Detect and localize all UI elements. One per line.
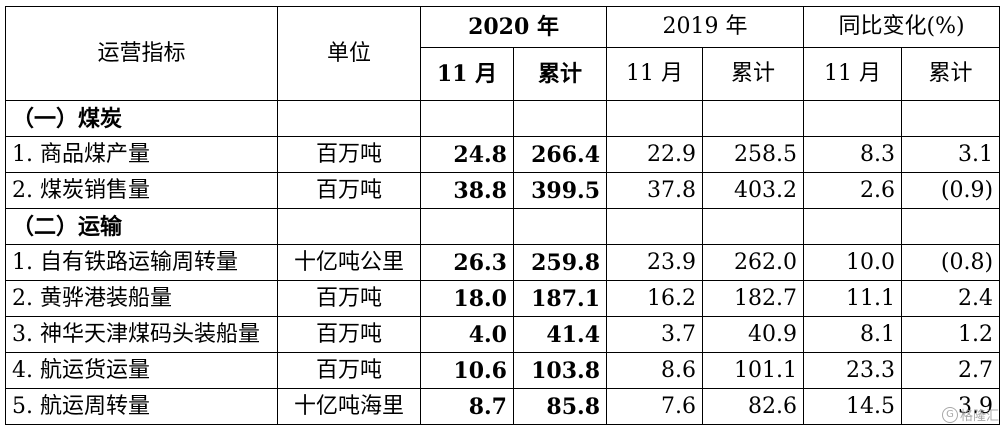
value-2019-nov: 7.6 [606,388,704,425]
value-2019-cum: 258.5 [702,136,805,173]
value-2020-nov: 10.6 [420,352,514,389]
value-2019-nov: 3.7 [606,316,704,353]
header-year-2020: 2020 年 [419,6,608,48]
section-title-coal: （一）煤炭 [5,100,278,137]
value-2019-nov: 8.6 [606,352,704,389]
header-2019-nov: 11 月 [606,47,704,101]
metric-name: 5. 航运周转量 [5,388,278,425]
header-yoy-nov: 11 月 [803,47,903,101]
value-yoy-cum: 3.1 [901,136,1001,173]
watermark-text: 格隆汇 [959,409,999,424]
watermark: G 格隆汇 [941,405,999,424]
value-yoy-cum: 2.7 [901,352,1001,389]
value-2019-cum: 182.7 [702,280,805,317]
value-yoy-cum: 2.4 [901,280,1001,317]
section-row-transport: （二）运输 [5,208,1001,245]
table-row: 3. 神华天津煤码头装船量 百万吨 4.0 41.4 3.7 40.9 8.1 … [5,316,1001,353]
table-row: 4. 航运货运量 百万吨 10.6 103.8 8.6 101.1 23.3 2… [5,352,1001,389]
unit-cell: 十亿吨海里 [277,388,421,425]
metric-name: 1. 自有铁路运输周转量 [5,244,278,281]
header-row-2: 11 月 累计 11 月 累计 11 月 累计 [6,47,1001,101]
value-yoy-nov: 8.3 [803,136,903,173]
value-yoy-nov: 10.0 [803,244,903,281]
metric-name: 2. 煤炭销售量 [5,172,278,209]
value-yoy-nov: 2.6 [803,172,903,209]
metric-name: 1. 商品煤产量 [5,136,278,173]
value-2019-nov: 22.9 [606,136,704,173]
header-yoy-cum: 累计 [901,47,1001,101]
value-2020-nov: 8.7 [420,388,514,425]
value-2020-nov: 26.3 [420,244,514,281]
value-2020-cum: 259.8 [512,244,608,281]
unit-cell: 百万吨 [277,280,421,317]
metric-name: 4. 航运货运量 [5,352,278,389]
value-2019-nov: 16.2 [606,280,704,317]
unit-cell: 十亿吨公里 [277,244,421,281]
value-2020-cum: 41.4 [512,316,608,353]
table-row: 1. 自有铁路运输周转量 十亿吨公里 26.3 259.8 23.9 262.0… [5,244,1001,281]
value-yoy-nov: 8.1 [803,316,903,353]
value-yoy-nov: 23.3 [803,352,903,389]
value-2020-cum: 85.8 [512,388,608,425]
value-yoy-cum: (0.9) [901,172,1001,209]
metric-name: 3. 神华天津煤码头装船量 [5,316,278,353]
value-2020-nov: 24.8 [420,136,514,173]
unit-cell: 百万吨 [277,316,421,353]
section-title-transport: （二）运输 [5,208,278,245]
value-2020-cum: 187.1 [512,280,608,317]
metric-name: 2. 黄骅港装船量 [5,280,278,317]
value-2020-nov: 18.0 [420,280,514,317]
value-2019-nov: 37.8 [606,172,704,209]
value-2019-cum: 262.0 [702,244,805,281]
value-2019-cum: 40.9 [702,316,805,353]
watermark-logo-icon: G [941,406,958,423]
header-year-2019: 2019 年 [606,6,805,48]
header-2020-cum: 累计 [512,47,608,101]
unit-cell: 百万吨 [277,352,421,389]
value-2020-cum: 266.4 [512,136,608,173]
value-2020-cum: 103.8 [512,352,608,389]
value-2020-cum: 399.5 [512,172,608,209]
header-2020-nov: 11 月 [420,47,514,101]
value-yoy-cum: (0.8) [901,244,1001,281]
operations-table: 运营指标 单位 2020 年 2019 年 同比变化(%) 11 月 累计 11… [5,6,1001,425]
unit-cell: 百万吨 [277,136,421,173]
header-yoy: 同比变化(%) [803,6,1001,48]
table-row: 5. 航运周转量 十亿吨海里 8.7 85.8 7.6 82.6 14.5 3.… [5,388,1001,425]
header-row-1: 运营指标 单位 2020 年 2019 年 同比变化(%) [5,6,1001,101]
header-unit: 单位 [277,6,421,101]
section-row-coal: （一）煤炭 [5,100,1001,137]
table-row: 2. 黄骅港装船量 百万吨 18.0 187.1 16.2 182.7 11.1… [5,280,1001,317]
table-row: 2. 煤炭销售量 百万吨 38.8 399.5 37.8 403.2 2.6 (… [5,172,1001,209]
header-2019-cum: 累计 [702,47,805,101]
value-2019-cum: 82.6 [702,388,805,425]
value-yoy-nov: 14.5 [803,388,903,425]
value-2019-cum: 403.2 [702,172,805,209]
value-2019-cum: 101.1 [702,352,805,389]
value-2020-nov: 4.0 [420,316,514,353]
value-2020-nov: 38.8 [420,172,514,209]
value-yoy-cum: 1.2 [901,316,1001,353]
value-2019-nov: 23.9 [606,244,704,281]
header-metric: 运营指标 [5,6,278,101]
unit-cell: 百万吨 [277,172,421,209]
value-yoy-nov: 11.1 [803,280,903,317]
table-row: 1. 商品煤产量 百万吨 24.8 266.4 22.9 258.5 8.3 3… [5,136,1001,173]
